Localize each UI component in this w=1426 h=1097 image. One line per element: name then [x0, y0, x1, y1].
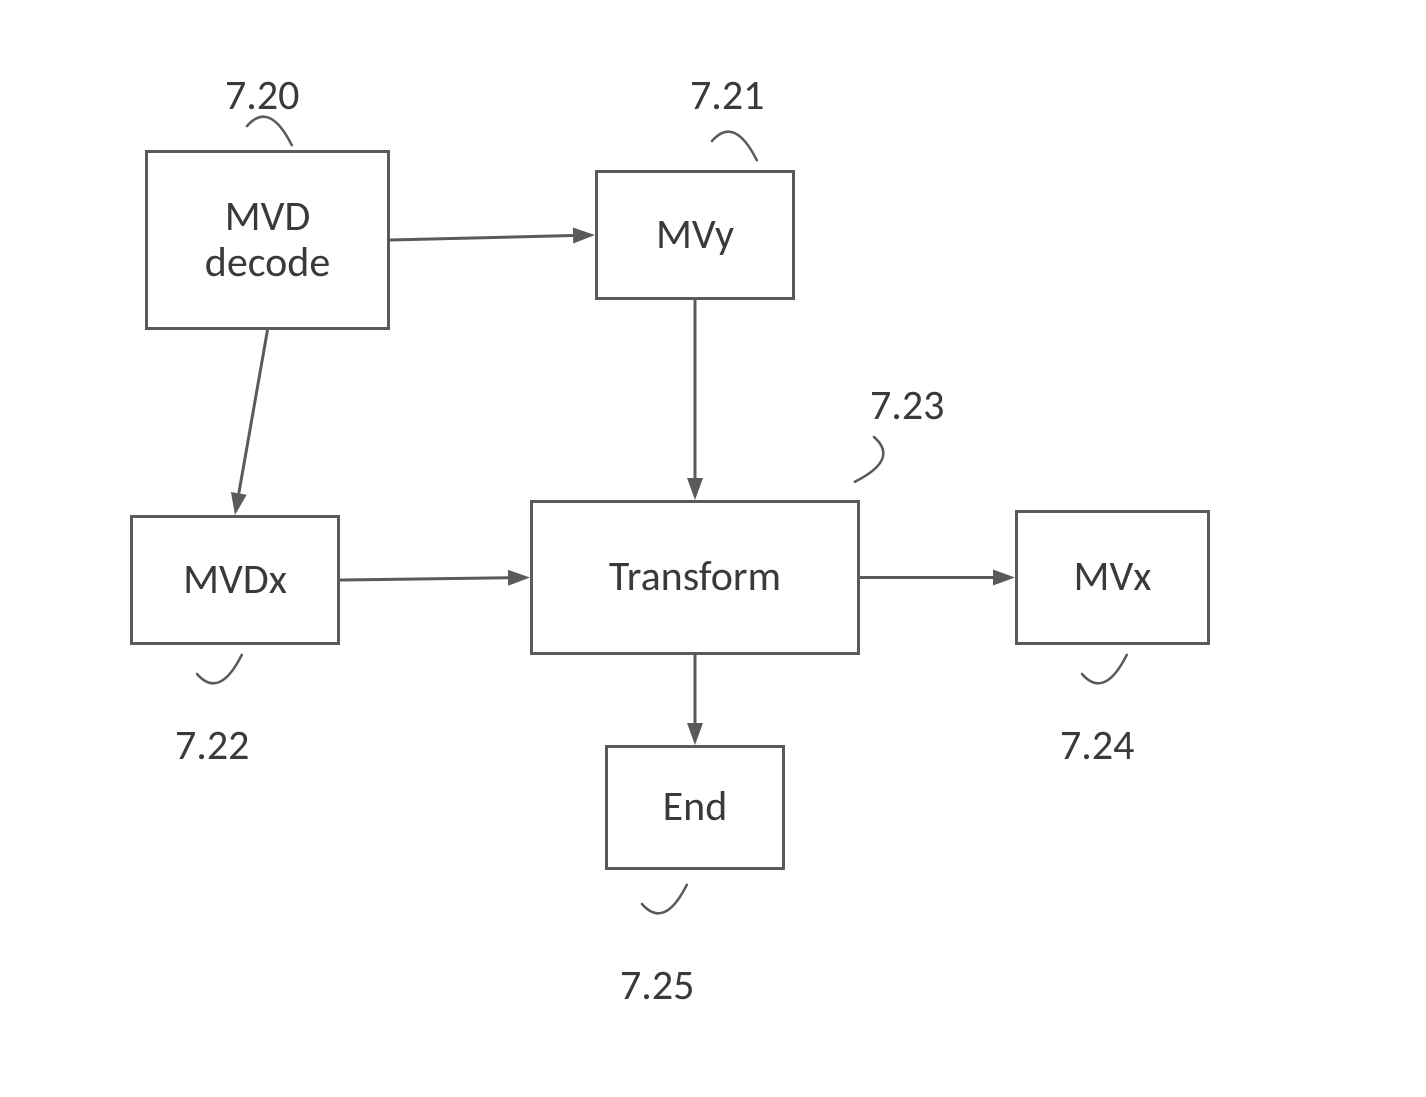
edge-arrowhead [687, 478, 703, 500]
ref-label-n723: 7.23 [870, 380, 944, 431]
ref-tick [1082, 655, 1127, 684]
ref-label-n722: 7.22 [175, 720, 249, 771]
ref-tick [712, 132, 757, 161]
node-n721: MVy [595, 170, 795, 300]
node-label: MVy [656, 212, 734, 258]
flowchart-canvas: MVD decode 7.20 MVy 7.21 MVDx 7.22 Transform 7.… [0, 0, 1426, 1097]
ref-tick [855, 437, 884, 482]
node-n725: End [605, 745, 785, 870]
edge-arrowhead [508, 570, 530, 586]
ref-tick [642, 885, 687, 914]
node-label: MVDx [183, 557, 287, 603]
ref-label-n724: 7.24 [1060, 720, 1134, 771]
node-label: MVx [1074, 554, 1152, 600]
edge-line [390, 236, 573, 240]
node-label: End [663, 784, 728, 830]
node-n720: MVD decode [145, 150, 390, 330]
edge-arrowhead [573, 228, 595, 244]
ref-label-n725: 7.25 [620, 960, 694, 1011]
edge-arrowhead [231, 492, 247, 515]
edge-line [340, 578, 508, 580]
edge-line [239, 330, 268, 493]
edge-arrowhead [687, 723, 703, 745]
ref-tick [197, 655, 242, 684]
node-label: Transform [609, 554, 781, 600]
edge-arrowhead [993, 570, 1015, 586]
ref-label-n720: 7.20 [225, 70, 299, 121]
node-n723: Transform [530, 500, 860, 655]
node-n724: MVx [1015, 510, 1210, 645]
ref-label-n721: 7.21 [690, 70, 764, 121]
node-n722: MVDx [130, 515, 340, 645]
node-label: MVD decode [205, 194, 331, 286]
